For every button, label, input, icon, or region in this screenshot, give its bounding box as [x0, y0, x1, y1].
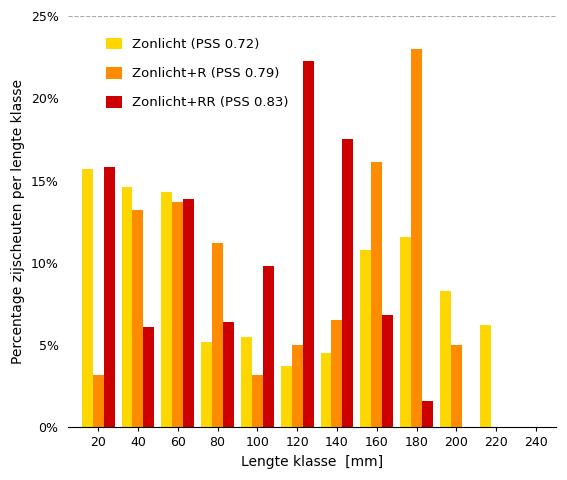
Bar: [223, 322, 234, 427]
Bar: [263, 266, 274, 427]
Y-axis label: Percentage zijscheuten per lengte klasse: Percentage zijscheuten per lengte klasse: [11, 79, 25, 364]
Bar: [342, 140, 353, 427]
Bar: [82, 169, 92, 427]
Bar: [480, 325, 490, 427]
Bar: [291, 345, 303, 427]
Bar: [281, 366, 291, 427]
Bar: [411, 49, 422, 427]
Bar: [320, 353, 332, 427]
Bar: [361, 250, 371, 427]
Bar: [332, 320, 342, 427]
Legend: Zonlicht (PSS 0.72), Zonlicht+R (PSS 0.79), Zonlicht+RR (PSS 0.83): Zonlicht (PSS 0.72), Zonlicht+R (PSS 0.7…: [99, 31, 295, 116]
X-axis label: Lengte klasse  [mm]: Lengte klasse [mm]: [241, 455, 383, 469]
Bar: [252, 375, 263, 427]
Bar: [161, 192, 172, 427]
Bar: [104, 168, 115, 427]
Bar: [143, 327, 154, 427]
Bar: [172, 202, 183, 427]
Bar: [303, 60, 314, 427]
Bar: [422, 401, 433, 427]
Bar: [133, 210, 143, 427]
Bar: [183, 199, 194, 427]
Bar: [241, 337, 252, 427]
Bar: [201, 342, 212, 427]
Bar: [400, 237, 411, 427]
Bar: [382, 315, 393, 427]
Bar: [212, 243, 223, 427]
Bar: [371, 163, 382, 427]
Bar: [451, 345, 462, 427]
Bar: [121, 187, 133, 427]
Bar: [92, 375, 104, 427]
Bar: [440, 291, 451, 427]
